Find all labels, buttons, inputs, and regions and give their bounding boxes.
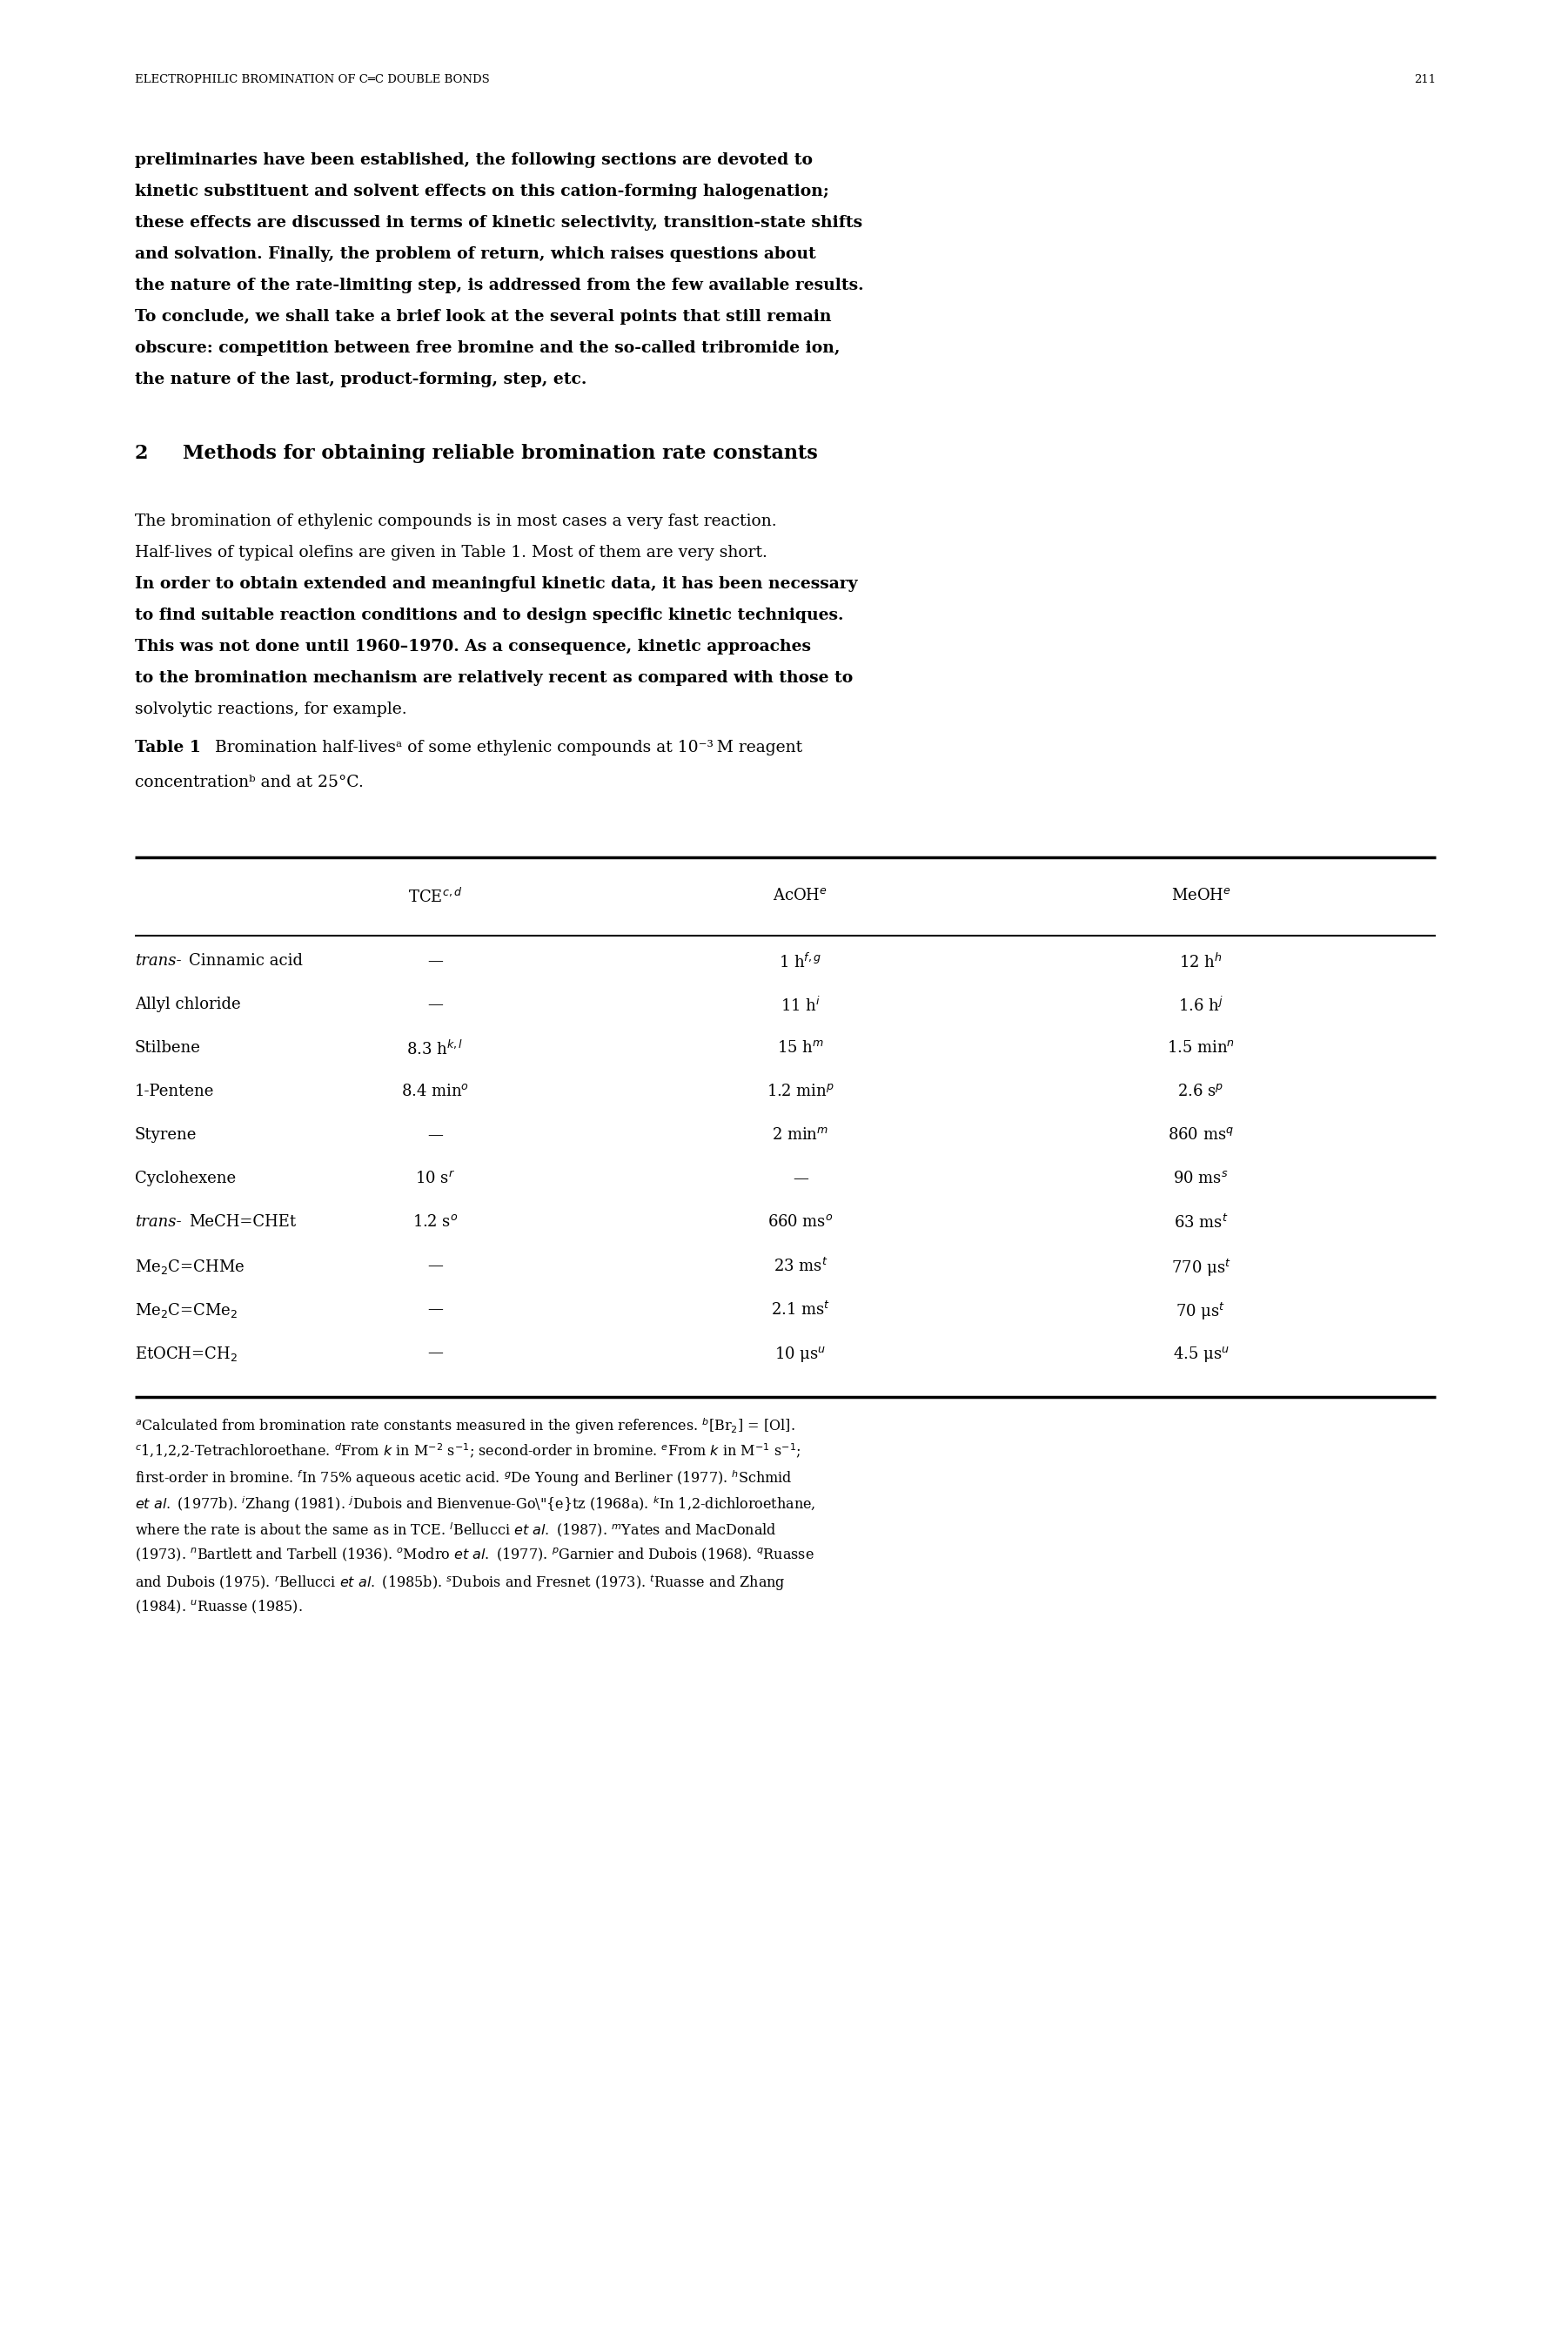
Text: 660 ms$^{o}$: 660 ms$^{o}$ <box>768 1215 833 1229</box>
Text: kinetic substituent and solvent effects on this cation-forming halogenation;: kinetic substituent and solvent effects … <box>135 183 829 200</box>
Text: 8.4 min$^{o}$: 8.4 min$^{o}$ <box>401 1083 469 1100</box>
Text: 10 μs$^{u}$: 10 μs$^{u}$ <box>775 1344 826 1363</box>
Text: Methods for obtaining reliable bromination rate constants: Methods for obtaining reliable brominati… <box>183 444 818 463</box>
Text: Allyl chloride: Allyl chloride <box>135 996 241 1013</box>
Text: 10 s$^{r}$: 10 s$^{r}$ <box>416 1170 455 1187</box>
Text: Bromination half-livesᵃ of some ethylenic compounds at 10⁻³ M reagent: Bromination half-livesᵃ of some ethyleni… <box>204 740 803 754</box>
Text: (1984). $^{u}$Ruasse (1985).: (1984). $^{u}$Ruasse (1985). <box>135 1598 303 1617</box>
Text: solvolytic reactions, for example.: solvolytic reactions, for example. <box>135 703 408 717</box>
Text: This was not done until 1960–1970. As a consequence, kinetic approaches: This was not done until 1960–1970. As a … <box>135 639 811 656</box>
Text: trans-: trans- <box>135 954 182 968</box>
Text: $et$ $al.$ (1977b). $^{i}$Zhang (1981). $^{j}$Dubois and Bienvenue-Go\"{e}tz (19: $et$ $al.$ (1977b). $^{i}$Zhang (1981). … <box>135 1495 815 1513</box>
Text: $^{c}$1,1,2,2-Tetrachloroethane. $^{d}$From $k$ in M$^{-2}$ s$^{-1}$; second-ord: $^{c}$1,1,2,2-Tetrachloroethane. $^{d}$F… <box>135 1443 801 1459</box>
Text: The bromination of ethylenic compounds is in most cases a very fast reaction.: The bromination of ethylenic compounds i… <box>135 515 776 529</box>
Text: MeCH=CHEt: MeCH=CHEt <box>188 1215 296 1229</box>
Text: Cyclohexene: Cyclohexene <box>135 1170 235 1187</box>
Text: and solvation. Finally, the problem of return, which raises questions about: and solvation. Finally, the problem of r… <box>135 247 815 261</box>
Text: To conclude, we shall take a brief look at the several points that still remain: To conclude, we shall take a brief look … <box>135 308 831 324</box>
Text: 2.1 ms$^{t}$: 2.1 ms$^{t}$ <box>771 1302 829 1318</box>
Text: —: — <box>428 1344 442 1361</box>
Text: 15 h$^{m}$: 15 h$^{m}$ <box>778 1041 823 1055</box>
Text: Styrene: Styrene <box>135 1128 198 1142</box>
Text: ELECTROPHILIC BROMINATION OF C═C DOUBLE BONDS: ELECTROPHILIC BROMINATION OF C═C DOUBLE … <box>135 73 489 85</box>
Text: the nature of the rate-limiting step, is addressed from the few available result: the nature of the rate-limiting step, is… <box>135 277 864 294</box>
Text: TCE$^{c,d}$: TCE$^{c,d}$ <box>408 888 463 907</box>
Text: 1-Pentene: 1-Pentene <box>135 1083 215 1100</box>
Text: these effects are discussed in terms of kinetic selectivity, transition-state sh: these effects are discussed in terms of … <box>135 214 862 230</box>
Text: —: — <box>428 1302 442 1316</box>
Text: $^{a}$Calculated from bromination rate constants measured in the given reference: $^{a}$Calculated from bromination rate c… <box>135 1417 795 1436</box>
Text: to find suitable reaction conditions and to design specific kinetic techniques.: to find suitable reaction conditions and… <box>135 609 844 623</box>
Text: where the rate is about the same as in TCE. $^{l}$Bellucci $et$ $al.$ (1987). $^: where the rate is about the same as in T… <box>135 1520 776 1539</box>
Text: 4.5 μs$^{u}$: 4.5 μs$^{u}$ <box>1173 1344 1229 1363</box>
Text: —: — <box>793 1170 809 1187</box>
Text: 90 ms$^{s}$: 90 ms$^{s}$ <box>1173 1170 1228 1187</box>
Text: 1.2 min$^{p}$: 1.2 min$^{p}$ <box>767 1083 834 1100</box>
Text: trans-: trans- <box>135 1215 182 1229</box>
Text: Table 1: Table 1 <box>135 740 201 754</box>
Text: first-order in bromine. $^{f}$In 75% aqueous acetic acid. $^{g}$De Young and Ber: first-order in bromine. $^{f}$In 75% aqu… <box>135 1469 792 1488</box>
Text: to the bromination mechanism are relatively recent as compared with those to: to the bromination mechanism are relativ… <box>135 670 853 686</box>
Text: and Dubois (1975). $^{r}$Bellucci $et$ $al.$ (1985b). $^{s}$Dubois and Fresnet (: and Dubois (1975). $^{r}$Bellucci $et$ $… <box>135 1572 786 1593</box>
Text: 12 h$^{h}$: 12 h$^{h}$ <box>1179 954 1223 971</box>
Text: 8.3 h$^{k,l}$: 8.3 h$^{k,l}$ <box>406 1041 464 1058</box>
Text: EtOCH=CH$_2$: EtOCH=CH$_2$ <box>135 1344 238 1363</box>
Text: Half-lives of typical olefins are given in Table 1. Most of them are very short.: Half-lives of typical olefins are given … <box>135 545 767 562</box>
Text: the nature of the last, product-forming, step, etc.: the nature of the last, product-forming,… <box>135 371 586 388</box>
Text: In order to obtain extended and meaningful kinetic data, it has been necessary: In order to obtain extended and meaningf… <box>135 576 858 592</box>
Text: 70 μs$^{t}$: 70 μs$^{t}$ <box>1176 1302 1226 1323</box>
Text: preliminaries have been established, the following sections are devoted to: preliminaries have been established, the… <box>135 153 812 167</box>
Text: 11 h$^{i}$: 11 h$^{i}$ <box>781 996 820 1015</box>
Text: MeOH$^{e}$: MeOH$^{e}$ <box>1171 888 1231 902</box>
Text: Stilbene: Stilbene <box>135 1041 201 1055</box>
Text: 2.6 s$^{p}$: 2.6 s$^{p}$ <box>1178 1083 1225 1100</box>
Text: 2 min$^{m}$: 2 min$^{m}$ <box>771 1128 829 1142</box>
Text: Cinnamic acid: Cinnamic acid <box>188 954 303 968</box>
Text: obscure: competition between free bromine and the so-called tribromide ion,: obscure: competition between free bromin… <box>135 341 840 355</box>
Text: AcOH$^{e}$: AcOH$^{e}$ <box>773 888 828 902</box>
Text: —: — <box>428 996 442 1013</box>
Text: 63 ms$^{t}$: 63 ms$^{t}$ <box>1173 1215 1228 1231</box>
Text: 1 h$^{f,g}$: 1 h$^{f,g}$ <box>779 954 822 971</box>
Text: Me$_2$C=CMe$_2$: Me$_2$C=CMe$_2$ <box>135 1302 238 1318</box>
Text: 860 ms$^{q}$: 860 ms$^{q}$ <box>1168 1128 1234 1142</box>
Text: 23 ms$^{t}$: 23 ms$^{t}$ <box>773 1257 828 1276</box>
Text: concentrationᵇ and at 25°C.: concentrationᵇ and at 25°C. <box>135 776 364 790</box>
Text: —: — <box>428 954 442 968</box>
Text: —: — <box>428 1257 442 1274</box>
Text: 2: 2 <box>135 444 149 463</box>
Text: Me$_2$C=CHMe: Me$_2$C=CHMe <box>135 1257 245 1276</box>
Text: 1.6 h$^{j}$: 1.6 h$^{j}$ <box>1178 996 1223 1015</box>
Text: 1.2 s$^{o}$: 1.2 s$^{o}$ <box>412 1215 458 1229</box>
Text: 770 μs$^{t}$: 770 μs$^{t}$ <box>1171 1257 1231 1278</box>
Text: 211: 211 <box>1414 73 1436 85</box>
Text: 1.5 min$^{n}$: 1.5 min$^{n}$ <box>1167 1041 1234 1055</box>
Text: —: — <box>428 1128 442 1142</box>
Text: (1973). $^{n}$Bartlett and Tarbell (1936). $^{o}$Modro $et$ $al.$ (1977). $^{p}$: (1973). $^{n}$Bartlett and Tarbell (1936… <box>135 1546 814 1563</box>
